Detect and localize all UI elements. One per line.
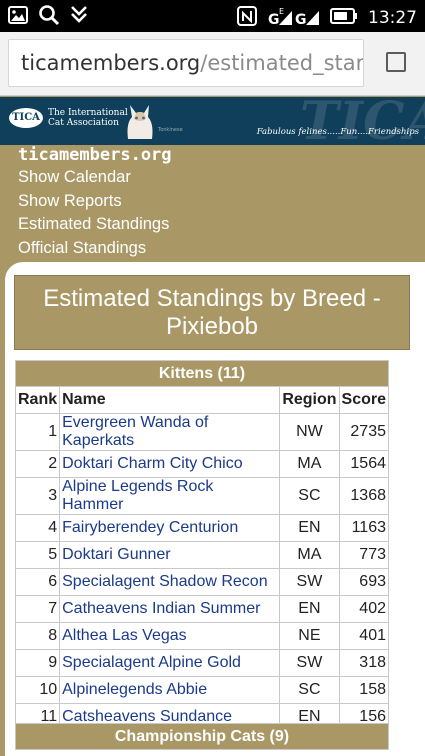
cat-name-link[interactable]: Evergreen Wanda of Kaperkats	[59, 413, 281, 451]
rank-cell: 1	[14, 413, 61, 451]
score-cell: 1564	[338, 450, 390, 478]
championship-caption: Championship Cats (9)	[15, 723, 389, 750]
main-content: Estimated Standings by Breed - Pixiebob …	[5, 262, 425, 756]
browser-toolbar: ticamembers.org/estimated_standings	[0, 32, 425, 96]
nfc-icon	[236, 5, 258, 31]
site-nav: ticamembers.org Show Calendar Show Repor…	[0, 145, 425, 262]
table-row: 1 Evergreen Wanda of Kaperkats NW 2735	[14, 413, 390, 451]
table-row: 9 Specialagent Alpine Gold SW 318	[14, 649, 390, 677]
battery-icon	[330, 7, 358, 29]
score-cell: 318	[338, 649, 390, 677]
col-region: Region	[279, 386, 340, 414]
cat-name-link[interactable]: Doktari Charm City Chico	[59, 450, 281, 478]
region-cell: SC	[279, 676, 340, 704]
nav-show-calendar[interactable]: Show Calendar	[18, 168, 131, 186]
region-cell: NW	[279, 413, 340, 451]
site-banner: TICA The International Cat Association T…	[0, 97, 425, 145]
cat-name-link[interactable]: Althea Las Vegas	[59, 622, 281, 650]
score-cell: 158	[338, 676, 390, 704]
championship-table: Championship Cats (9)	[15, 723, 389, 750]
rank-cell: 7	[14, 595, 61, 623]
table-row: 4 Fairyberendey Centurion EN 1163	[14, 514, 390, 542]
rank-cell: 2	[14, 450, 61, 478]
kittens-table: Kittens (11) Rank Name Region Score 1 Eve…	[14, 360, 390, 731]
address-bar[interactable]: ticamembers.org/estimated_standings	[8, 39, 364, 87]
svg-text:G: G	[295, 12, 307, 27]
rank-cell: 3	[14, 477, 61, 515]
banner-tagline: Fabulous felines.....Fun....Friendships	[256, 127, 419, 137]
cat-name-link[interactable]: Specialagent Shadow Recon	[59, 568, 281, 596]
score-cell: 402	[338, 595, 390, 623]
region-cell: EN	[279, 595, 340, 623]
status-bar: G E G 13:27	[0, 0, 425, 32]
site-link[interactable]: ticamembers.org	[18, 145, 172, 165]
table-row: 10 Alpinelegends Abbie SC 158	[14, 676, 390, 704]
cat-name-link[interactable]: Catheavens Indian Summer	[59, 595, 281, 623]
cat-name-link[interactable]: Alpinelegends Abbie	[59, 676, 281, 704]
tica-watermark: TICA	[300, 97, 425, 145]
rank-cell: 5	[14, 541, 61, 569]
score-cell: 773	[338, 541, 390, 569]
region-cell: EN	[279, 514, 340, 542]
table-row: 7 Catheavens Indian Summer EN 402	[14, 595, 390, 623]
region-cell: SW	[279, 649, 340, 677]
region-cell: MA	[279, 450, 340, 478]
region-cell: SW	[279, 568, 340, 596]
association-name: The International Cat Association	[48, 108, 128, 128]
table-row: 3 Alpine Legends Rock Hammer SC 1368	[14, 477, 390, 515]
search-icon	[38, 4, 60, 30]
download-icon	[70, 5, 88, 29]
url-host: ticamembers.org	[21, 51, 201, 75]
rank-cell: 6	[14, 568, 61, 596]
cat-name-link[interactable]: Specialagent Alpine Gold	[59, 649, 281, 677]
cat-caption: Tonkinese	[158, 127, 183, 133]
rank-cell: 8	[14, 622, 61, 650]
image-icon	[8, 6, 28, 28]
tica-logo: TICA	[9, 108, 43, 128]
score-cell: 1368	[338, 477, 390, 515]
col-name: Name	[59, 386, 281, 414]
rank-cell: 9	[14, 649, 61, 677]
kittens-caption: Kittens (11)	[15, 360, 389, 387]
region-cell: MA	[279, 541, 340, 569]
col-score: Score	[338, 386, 390, 414]
score-cell: 2735	[338, 413, 390, 451]
cat-image	[127, 105, 153, 139]
cat-name-link[interactable]: Fairyberendey Centurion	[59, 514, 281, 542]
table-row: 2 Doktari Charm City Chico MA 1564	[14, 450, 390, 478]
score-cell: 1163	[338, 514, 390, 542]
region-cell: SC	[279, 477, 340, 515]
page-title: Estimated Standings by Breed - Pixiebob	[43, 285, 381, 340]
nav-estimated-standings[interactable]: Estimated Standings	[18, 215, 170, 233]
rank-cell: 4	[14, 514, 61, 542]
cat-name-link[interactable]: Alpine Legends Rock Hammer	[59, 477, 281, 515]
table-row: 8 Althea Las Vegas NE 401	[14, 622, 390, 650]
nav-show-reports[interactable]: Show Reports	[18, 192, 122, 210]
page-title-bar: Estimated Standings by Breed - Pixiebob	[14, 275, 410, 350]
region-cell: NE	[279, 622, 340, 650]
score-cell: 693	[338, 568, 390, 596]
url-path: /estimated_standings	[200, 51, 364, 75]
svg-text:G: G	[268, 12, 280, 27]
rank-cell: 10	[14, 676, 61, 704]
nav-official-standings[interactable]: Official Standings	[18, 239, 147, 257]
score-cell: 401	[338, 622, 390, 650]
tab-switcher-icon[interactable]	[386, 52, 406, 72]
table-row: 6 Specialagent Shadow Recon SW 693	[14, 568, 390, 596]
svg-text:E: E	[279, 7, 284, 16]
cat-name-link[interactable]: Doktari Gunner	[59, 541, 281, 569]
col-rank: Rank	[14, 386, 61, 414]
signal-icon: G E G	[268, 5, 320, 31]
table-row: 5 Doktari Gunner MA 773	[14, 541, 390, 569]
clock: 13:27	[368, 8, 417, 28]
